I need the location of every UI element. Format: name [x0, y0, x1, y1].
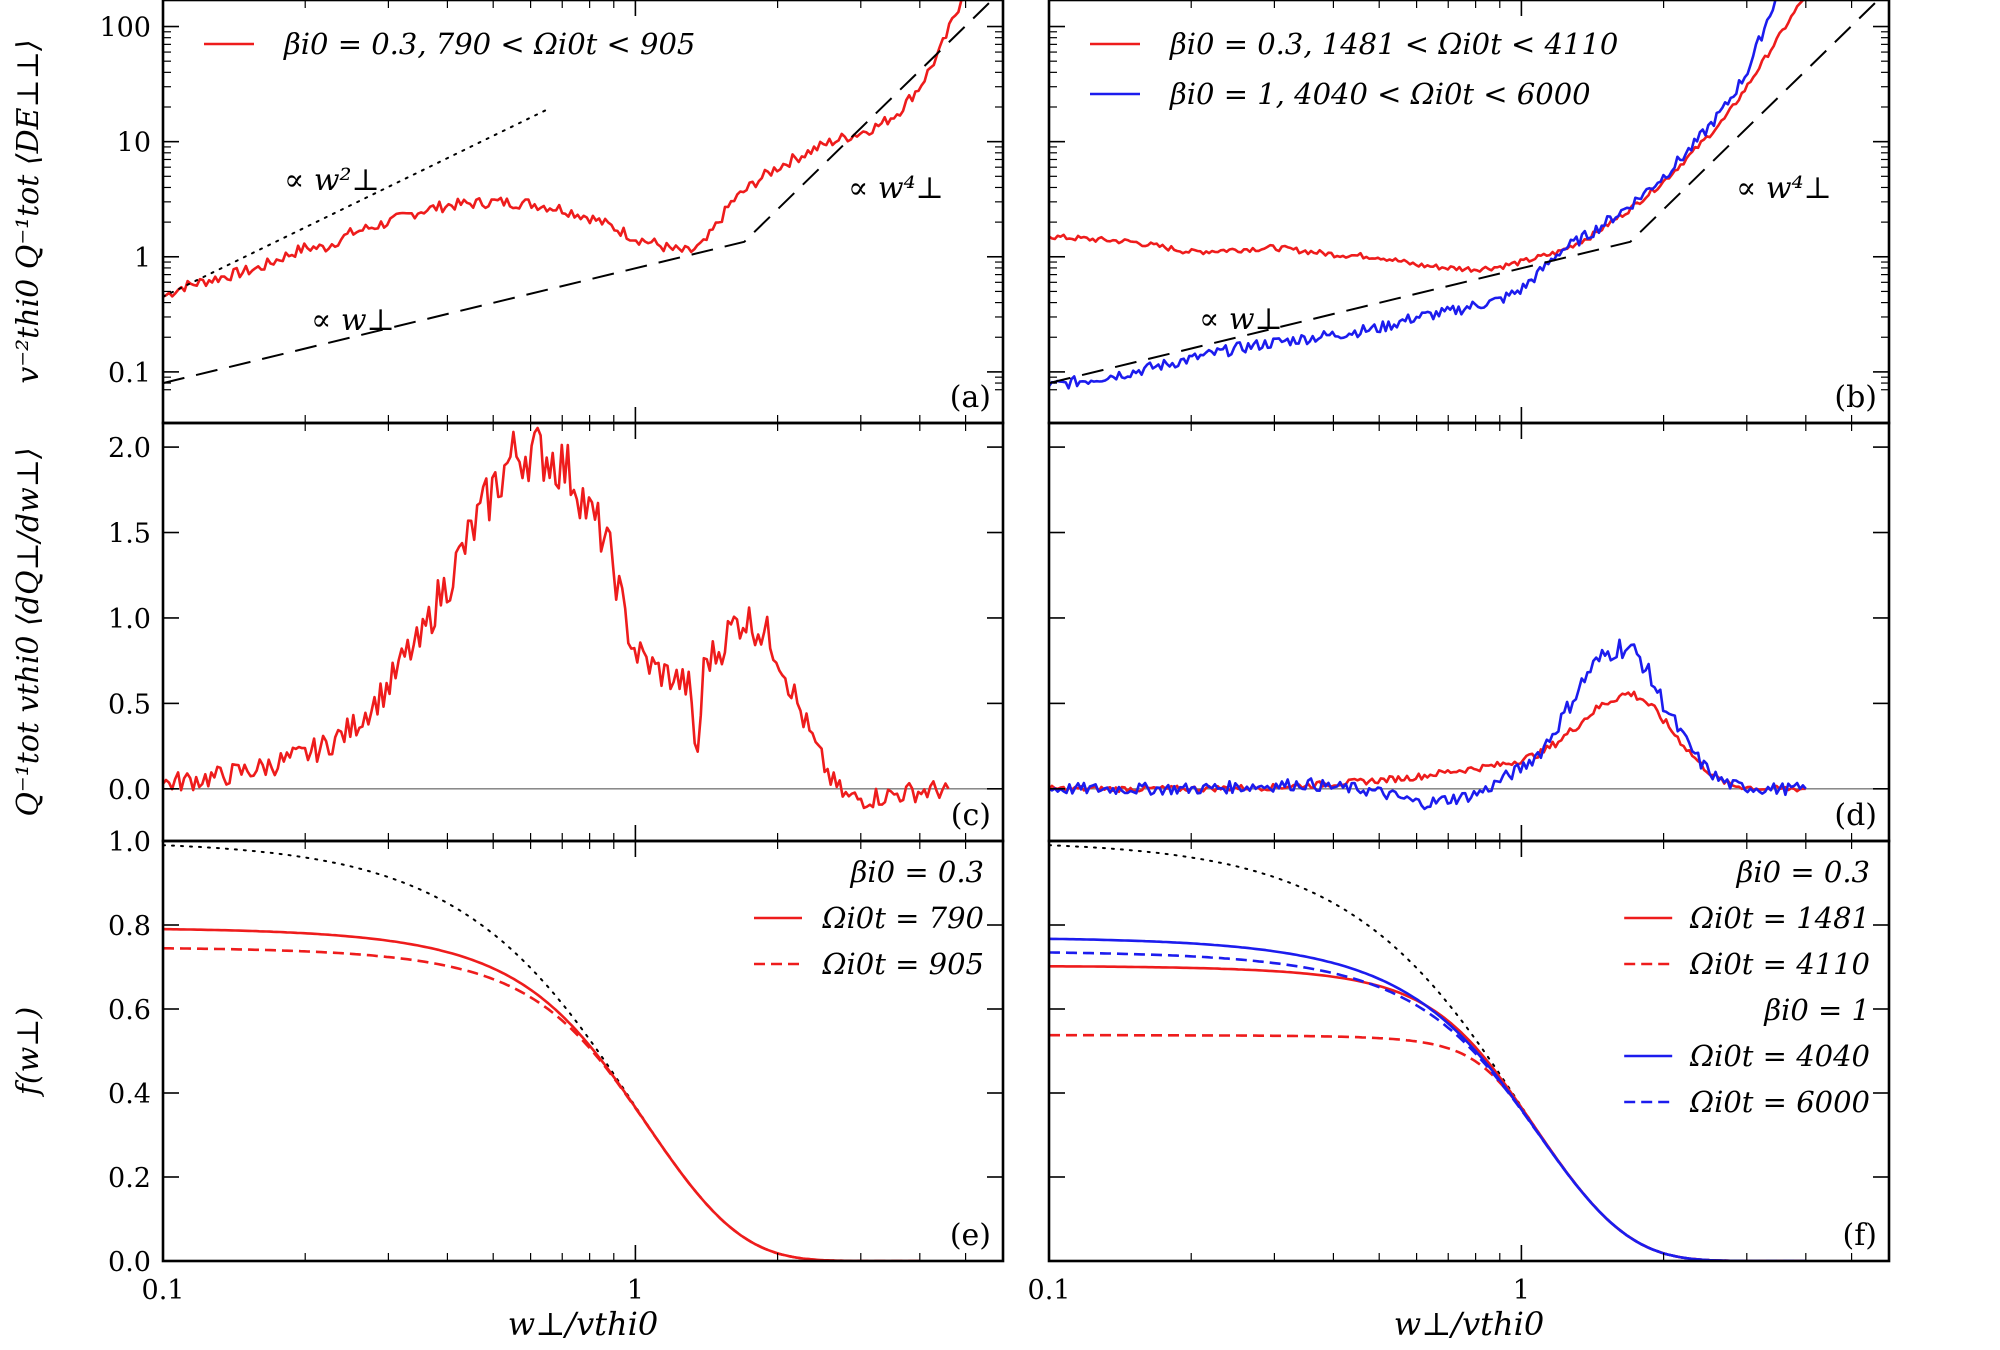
x-tick-label: 0.1	[142, 1275, 185, 1306]
y-axis-label: f(w⊥)	[11, 1007, 46, 1097]
x-tick-label: 1	[1513, 1275, 1530, 1306]
panel-label: (f)	[1842, 1218, 1877, 1253]
y-axis-label: v⁻²thi0 Q⁻¹tot ⟨DE⊥⊥⟩	[11, 39, 46, 383]
y-tick-label: 0.8	[108, 911, 151, 942]
y-tick-label: 100	[99, 13, 151, 44]
legend-label: βi0 = 1	[1763, 993, 1870, 1027]
annotation: ∝ w⊥	[311, 303, 395, 338]
axes-frame	[161, 0, 1005, 425]
axes-frame	[1047, 421, 1891, 843]
series-group	[1049, 0, 1880, 390]
annotation: ∝ w⁴⊥	[1736, 171, 1832, 206]
y-tick-label: 1.5	[108, 519, 151, 550]
y-tick-label: 0.6	[108, 995, 151, 1026]
panel-f: (f) βi0 = 0.3 Ωi0t = 1481 Ωi0t = 4110 βi0 = …	[1028, 839, 1891, 1343]
y-tick-label: 0.1	[108, 358, 151, 389]
legend-label: Ωi0t = 4040	[1689, 1039, 1870, 1073]
y-tick-label: 0.0	[108, 775, 151, 806]
y-tick-label: 10	[117, 128, 151, 159]
axes-frame	[1047, 839, 1891, 1263]
series--w-guide	[163, 108, 548, 298]
series--i0-0-3	[1049, 0, 1805, 273]
y-axis-label: Q⁻¹tot vthi0 ⟨dQ⊥/dw⊥⟩	[11, 447, 46, 816]
legend-label: Ωi0t = 6000	[1689, 1085, 1870, 1119]
series--i0t-6000	[1049, 951, 1806, 1261]
series--w-w-guide	[1049, 0, 1880, 385]
annotation: ∝ w⊥	[1199, 302, 1283, 337]
legend-label: Ωi0t = 1481	[1689, 901, 1870, 935]
panel-e: 0.0 0.2 0.4 0.6 0.8 1.0 (e) f(w⊥) βi0 = 0.3 Ωi0t …	[11, 827, 1005, 1343]
annotation: ∝ w²⊥	[284, 163, 380, 198]
panel-label: (b)	[1834, 380, 1877, 415]
legend-label: βi0 = 0.3, 1481 < Ωi0t < 4110	[1169, 27, 1618, 61]
legend-label: βi0 = 0.3, 790 < Ωi0t < 905	[283, 27, 695, 61]
axes-frame	[161, 421, 1005, 843]
y-tick-label: 0.0	[108, 1247, 151, 1278]
x-axis-label: w⊥/vthi0	[508, 1305, 658, 1343]
series-group	[1049, 638, 1807, 811]
series-group	[163, 0, 994, 385]
legend-label: Ωi0t = 790	[821, 901, 984, 935]
series--i0-1	[1049, 0, 1777, 390]
panel-b: (b) βi0 = 0.3, 1481 < Ωi0t < 4110 βi0 = 1,…	[1047, 0, 1891, 425]
panel-label: (d)	[1834, 798, 1877, 833]
x-tick-label: 0.1	[1028, 1275, 1071, 1306]
panel-a: 0.1 1 10 100 (a) v⁻²thi0 Q⁻¹tot ⟨DE⊥⊥⟩ βi0 = 0…	[11, 0, 1005, 425]
axes-frame	[1047, 0, 1891, 425]
y-tick-label: 1.0	[108, 827, 151, 858]
axes-frame	[161, 839, 1005, 1263]
x-tick-label: 1	[627, 1275, 644, 1306]
series-group	[163, 844, 920, 1261]
series-group	[1049, 844, 1806, 1261]
panel-c: 0.0 0.5 1.0 1.5 2.0 (c) Q⁻¹tot vthi0 ⟨dQ⊥/dw⊥⟩	[11, 421, 1005, 843]
series--i0-0-3	[163, 426, 950, 810]
y-tick-label: 0.5	[108, 689, 151, 720]
series--i0-1	[1049, 638, 1807, 811]
legend-label: βi0 = 1, 4040 < Ωi0t < 6000	[1169, 77, 1591, 111]
legend-label: Ωi0t = 905	[821, 947, 984, 981]
panel-d: (d)	[1047, 421, 1891, 843]
series--i0t-4040	[1049, 937, 1806, 1261]
annotation: ∝ w⁴⊥	[848, 171, 944, 206]
legend-label: βi0 = 0.3	[1736, 855, 1870, 889]
series--w-w-guide	[163, 0, 994, 385]
panel-label: (e)	[950, 1218, 991, 1253]
x-axis-label: w⊥/vthi0	[1394, 1305, 1544, 1343]
series-maxwellian	[1049, 844, 1768, 1261]
panel-label: (a)	[950, 380, 991, 415]
panel-label: (c)	[951, 798, 991, 833]
y-tick-label: 0.2	[108, 1163, 151, 1194]
series--i0-0-3	[1049, 690, 1806, 794]
series--i0-0-3	[163, 0, 963, 298]
y-tick-label: 1.0	[108, 604, 151, 635]
series-group	[163, 426, 950, 810]
legend-label: Ωi0t = 4110	[1689, 947, 1870, 981]
y-tick-label: 1	[134, 243, 151, 274]
y-tick-label: 2.0	[108, 433, 151, 464]
y-tick-label: 0.4	[108, 1079, 151, 1110]
series-maxwellian	[163, 844, 882, 1261]
series--i0t-905	[163, 947, 920, 1261]
legend-label: βi0 = 0.3	[850, 855, 984, 889]
